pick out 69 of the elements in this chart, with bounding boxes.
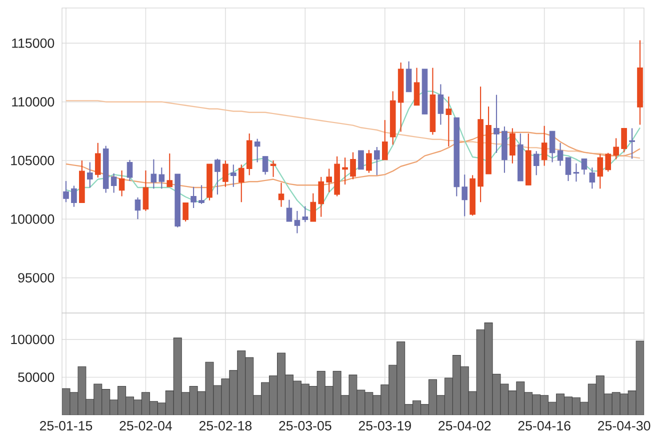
candlestick	[589, 167, 596, 190]
candlestick	[374, 146, 380, 176]
candlestick	[110, 172, 117, 194]
y-tick-label: 50000	[18, 372, 54, 382]
y-tick-label: 110000	[12, 97, 54, 107]
candlestick	[414, 67, 420, 106]
x-tick-label: 25-03-19	[358, 421, 411, 430]
y-tick-label: 100000	[11, 334, 54, 344]
candlestick	[597, 154, 604, 190]
y-tick-label: 115000	[12, 38, 54, 48]
candlestick	[462, 174, 468, 217]
candlestick	[549, 130, 556, 163]
x-tick-label: 25-03-05	[279, 421, 332, 430]
candlestick	[326, 168, 332, 193]
candlestick	[238, 164, 244, 203]
candlestick	[541, 125, 548, 166]
candlestick	[94, 142, 101, 178]
candlestick	[134, 196, 141, 220]
candlestick	[254, 138, 260, 163]
candlestick	[150, 158, 157, 190]
y-tick-label: 100000	[11, 214, 54, 224]
candlestick	[366, 149, 372, 174]
candlestick	[302, 206, 308, 223]
candlestick	[318, 176, 324, 218]
candlestick	[230, 164, 236, 188]
candlestick	[557, 142, 564, 166]
x-tick-label: 25-04-16	[518, 421, 570, 430]
candlestick	[342, 157, 348, 186]
candlestick	[166, 152, 173, 188]
x-tick-label: 25-02-04	[120, 421, 172, 430]
candlestick	[87, 162, 93, 188]
candlestick	[310, 192, 316, 222]
candlestick	[350, 152, 356, 180]
candlestick	[118, 170, 125, 197]
candlestick	[565, 157, 572, 182]
candlestick	[286, 199, 292, 222]
candlestick	[382, 119, 388, 160]
candlestick	[581, 158, 588, 176]
candlestick	[621, 128, 627, 153]
y-tick-label: 105000	[11, 156, 54, 166]
candlestick	[142, 170, 149, 212]
candlestick	[629, 128, 635, 160]
candlestick	[446, 96, 452, 147]
candlestick	[438, 84, 444, 126]
candlestick	[63, 180, 69, 203]
x-tick-label: 25-04-30	[598, 421, 650, 430]
candlestick	[158, 167, 165, 190]
candlestick	[494, 94, 500, 154]
candlestick	[214, 158, 220, 196]
candlestick	[262, 156, 268, 176]
candlestick	[613, 138, 619, 160]
candlestick	[605, 152, 612, 172]
candlestick	[71, 185, 77, 208]
candlestick	[510, 128, 516, 164]
candlestick	[278, 182, 284, 208]
candlestick	[406, 60, 412, 92]
candlestick	[270, 160, 276, 178]
candlestick	[190, 186, 196, 209]
candlestick	[294, 210, 300, 234]
y-tick-label: 95000	[18, 273, 54, 283]
candlestick	[198, 184, 204, 204]
x-tick-label: 25-02-18	[199, 421, 252, 430]
candlestick	[182, 202, 188, 222]
candlestick	[533, 150, 540, 176]
candlestick	[358, 150, 364, 170]
candlestick	[126, 159, 133, 182]
candlestick	[222, 160, 228, 188]
x-tick-label: 25-04-02	[438, 421, 491, 430]
x-tick-label: 25-01-15	[40, 421, 92, 430]
